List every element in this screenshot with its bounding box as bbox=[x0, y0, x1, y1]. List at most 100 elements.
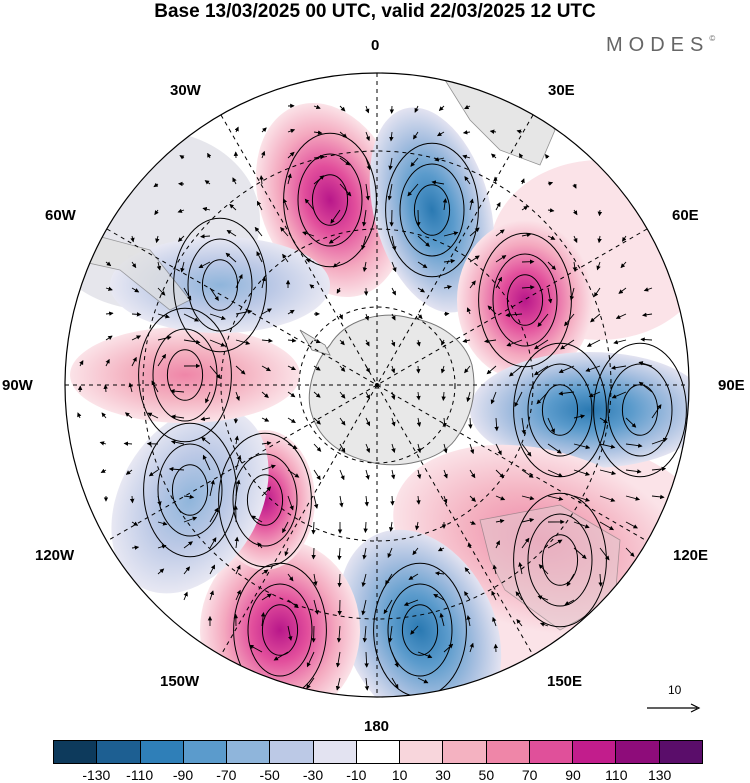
colorbar-tick-label: 30 bbox=[435, 767, 451, 783]
wind-vector bbox=[170, 388, 185, 394]
wind-vector bbox=[337, 573, 342, 588]
colorbar-swatch bbox=[573, 741, 617, 763]
wind-vector bbox=[261, 417, 270, 422]
wind-vector bbox=[391, 391, 396, 400]
wind-vector bbox=[157, 495, 162, 506]
wind-vector bbox=[261, 308, 272, 315]
wind-vector bbox=[209, 339, 226, 347]
streamline bbox=[401, 604, 439, 656]
wind-vector bbox=[417, 235, 430, 247]
wind-vector bbox=[280, 227, 289, 237]
wind-vector bbox=[183, 541, 193, 549]
wind-vector bbox=[339, 443, 346, 453]
colorbar-tick-label: 70 bbox=[521, 767, 538, 783]
wind-vector bbox=[403, 599, 419, 606]
wind-vector bbox=[202, 207, 211, 212]
wind-vector bbox=[416, 495, 421, 505]
wind-vector bbox=[229, 203, 237, 211]
wind-vector bbox=[516, 129, 523, 134]
wind-vector bbox=[339, 157, 351, 166]
wind-vector bbox=[391, 287, 396, 296]
wind-vector bbox=[330, 209, 341, 224]
wind-vector bbox=[261, 391, 269, 398]
streamline bbox=[261, 604, 299, 656]
wind-vector bbox=[414, 105, 419, 113]
wind-vector bbox=[505, 312, 523, 318]
wind-vector bbox=[151, 380, 159, 393]
wind-vector bbox=[642, 312, 653, 318]
wind-vector bbox=[625, 469, 642, 474]
wind-vector bbox=[495, 276, 502, 289]
streamline bbox=[541, 384, 579, 436]
wind-vector bbox=[468, 417, 473, 429]
wind-vector bbox=[547, 417, 555, 434]
wind-vector bbox=[416, 469, 422, 480]
wind-vector bbox=[335, 677, 341, 691]
wind-vector bbox=[521, 285, 535, 290]
wind-vector bbox=[365, 131, 370, 142]
wind-vector bbox=[287, 173, 292, 185]
wind-vector bbox=[361, 235, 367, 250]
wind-vector bbox=[573, 414, 586, 419]
wind-vector bbox=[287, 495, 294, 511]
wind-vector bbox=[625, 521, 638, 529]
lon-label-120e: 120E bbox=[673, 547, 709, 564]
wind-vector bbox=[494, 417, 499, 432]
wind-vector bbox=[124, 412, 133, 419]
wind-vector bbox=[77, 412, 82, 419]
wind-vector bbox=[226, 230, 237, 237]
wind-vector bbox=[183, 494, 195, 500]
wind-vector bbox=[573, 443, 591, 450]
wind-vector bbox=[490, 391, 497, 405]
wind-vector bbox=[569, 287, 575, 301]
wind-vector bbox=[131, 545, 140, 550]
wind-vector bbox=[131, 287, 140, 293]
wind-vector bbox=[434, 157, 445, 162]
wind-vector bbox=[183, 566, 190, 575]
wind-vector bbox=[443, 285, 452, 290]
colorbar-swatch bbox=[356, 741, 401, 763]
wind-vector bbox=[599, 443, 616, 449]
lon-label-60e: 60E bbox=[672, 207, 699, 224]
wind-vector bbox=[157, 353, 166, 367]
wind-vector bbox=[100, 468, 107, 473]
colorbar-swatch bbox=[54, 741, 98, 763]
wind-vector bbox=[464, 567, 471, 575]
wind-vector bbox=[339, 469, 345, 481]
wind-vector bbox=[313, 339, 321, 344]
wind-vector bbox=[339, 365, 346, 372]
streamline bbox=[492, 253, 558, 347]
wind-vector bbox=[521, 417, 526, 435]
wind-vector bbox=[437, 547, 445, 552]
wind-vector bbox=[306, 677, 315, 689]
wind-vector bbox=[101, 412, 107, 419]
streamline bbox=[173, 217, 267, 353]
wind-vector bbox=[495, 495, 506, 501]
wind-vector bbox=[99, 441, 107, 446]
wind-vector bbox=[209, 507, 219, 523]
wind-vector bbox=[521, 518, 535, 523]
wind-vector bbox=[572, 183, 577, 189]
wind-vector bbox=[491, 590, 497, 601]
wind-vector bbox=[287, 309, 295, 315]
wind-vector bbox=[443, 643, 454, 653]
wind-vector bbox=[514, 391, 523, 408]
wind-vector bbox=[464, 104, 471, 110]
wind-vector bbox=[520, 178, 525, 185]
modes-logo: MODES© bbox=[606, 34, 716, 56]
wind-vector bbox=[339, 105, 346, 112]
wind-vector bbox=[625, 495, 641, 501]
lon-label-180: 180 bbox=[364, 718, 390, 735]
wind-vector bbox=[309, 284, 315, 289]
wind-vector bbox=[328, 235, 341, 244]
wind-vector bbox=[462, 154, 471, 160]
wind-vector bbox=[313, 365, 321, 371]
streamline bbox=[387, 583, 453, 677]
wind-vector bbox=[105, 261, 112, 267]
field-anomaly-layer bbox=[65, 73, 689, 697]
wind-vector bbox=[387, 183, 393, 201]
wind-vector bbox=[469, 198, 474, 211]
wind-vector bbox=[651, 466, 667, 472]
colorbar-tick-label: -130 bbox=[82, 767, 111, 783]
